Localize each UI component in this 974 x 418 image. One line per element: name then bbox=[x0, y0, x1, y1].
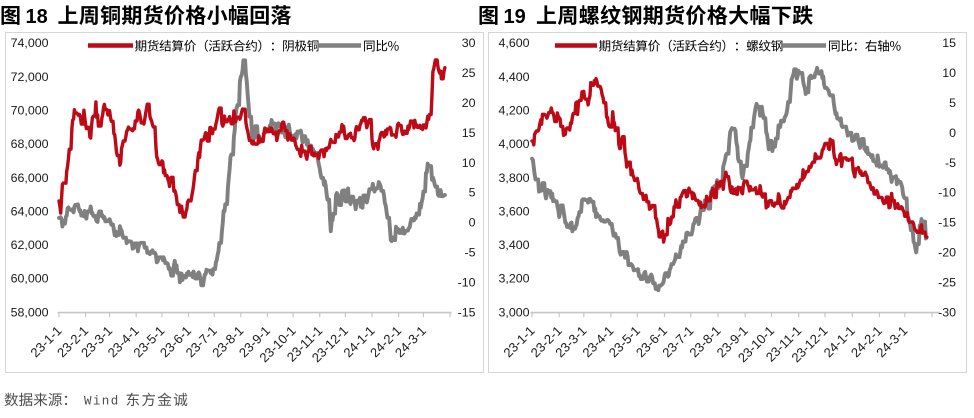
svg-text:-30: -30 bbox=[938, 305, 956, 319]
svg-text:18: 18 bbox=[26, 6, 48, 28]
svg-text:3,400: 3,400 bbox=[498, 238, 529, 252]
svg-text:5: 5 bbox=[469, 186, 476, 200]
svg-text:15: 15 bbox=[462, 126, 476, 140]
svg-text:58,000: 58,000 bbox=[11, 305, 49, 319]
svg-text:72,000: 72,000 bbox=[11, 70, 49, 84]
svg-text:66,000: 66,000 bbox=[11, 171, 49, 185]
svg-text:-25: -25 bbox=[938, 275, 956, 289]
svg-text:-10: -10 bbox=[938, 186, 956, 200]
svg-text:25: 25 bbox=[462, 66, 476, 80]
svg-text:19: 19 bbox=[504, 6, 526, 28]
svg-text:Wind: Wind bbox=[84, 395, 120, 409]
svg-text:74,000: 74,000 bbox=[11, 36, 49, 50]
svg-text:10: 10 bbox=[462, 156, 476, 170]
svg-text:3,600: 3,600 bbox=[498, 204, 529, 218]
svg-text:-5: -5 bbox=[945, 156, 956, 170]
svg-text:3,000: 3,000 bbox=[498, 305, 529, 319]
svg-text:30: 30 bbox=[462, 36, 476, 50]
svg-text:70,000: 70,000 bbox=[11, 104, 49, 118]
svg-text:3,200: 3,200 bbox=[498, 272, 529, 286]
svg-text:3,800: 3,800 bbox=[498, 171, 529, 185]
svg-text:-5: -5 bbox=[464, 246, 475, 260]
svg-text:0: 0 bbox=[949, 126, 956, 140]
svg-text:-15: -15 bbox=[458, 305, 476, 319]
svg-text:4,400: 4,400 bbox=[498, 70, 529, 84]
svg-text:-15: -15 bbox=[938, 216, 956, 230]
svg-text:-20: -20 bbox=[938, 246, 956, 260]
svg-text:20: 20 bbox=[462, 96, 476, 110]
svg-text:4,200: 4,200 bbox=[498, 104, 529, 118]
svg-text:15: 15 bbox=[942, 36, 956, 50]
svg-text:-10: -10 bbox=[458, 275, 476, 289]
svg-text:4,600: 4,600 bbox=[498, 36, 529, 50]
svg-text:10: 10 bbox=[942, 66, 956, 80]
svg-text:62,000: 62,000 bbox=[11, 238, 49, 252]
svg-text:64,000: 64,000 bbox=[11, 204, 49, 218]
svg-text:0: 0 bbox=[469, 216, 476, 230]
svg-text:4,000: 4,000 bbox=[498, 137, 529, 151]
svg-text:60,000: 60,000 bbox=[11, 272, 49, 286]
svg-text:68,000: 68,000 bbox=[11, 137, 49, 151]
svg-text:5: 5 bbox=[949, 96, 956, 110]
